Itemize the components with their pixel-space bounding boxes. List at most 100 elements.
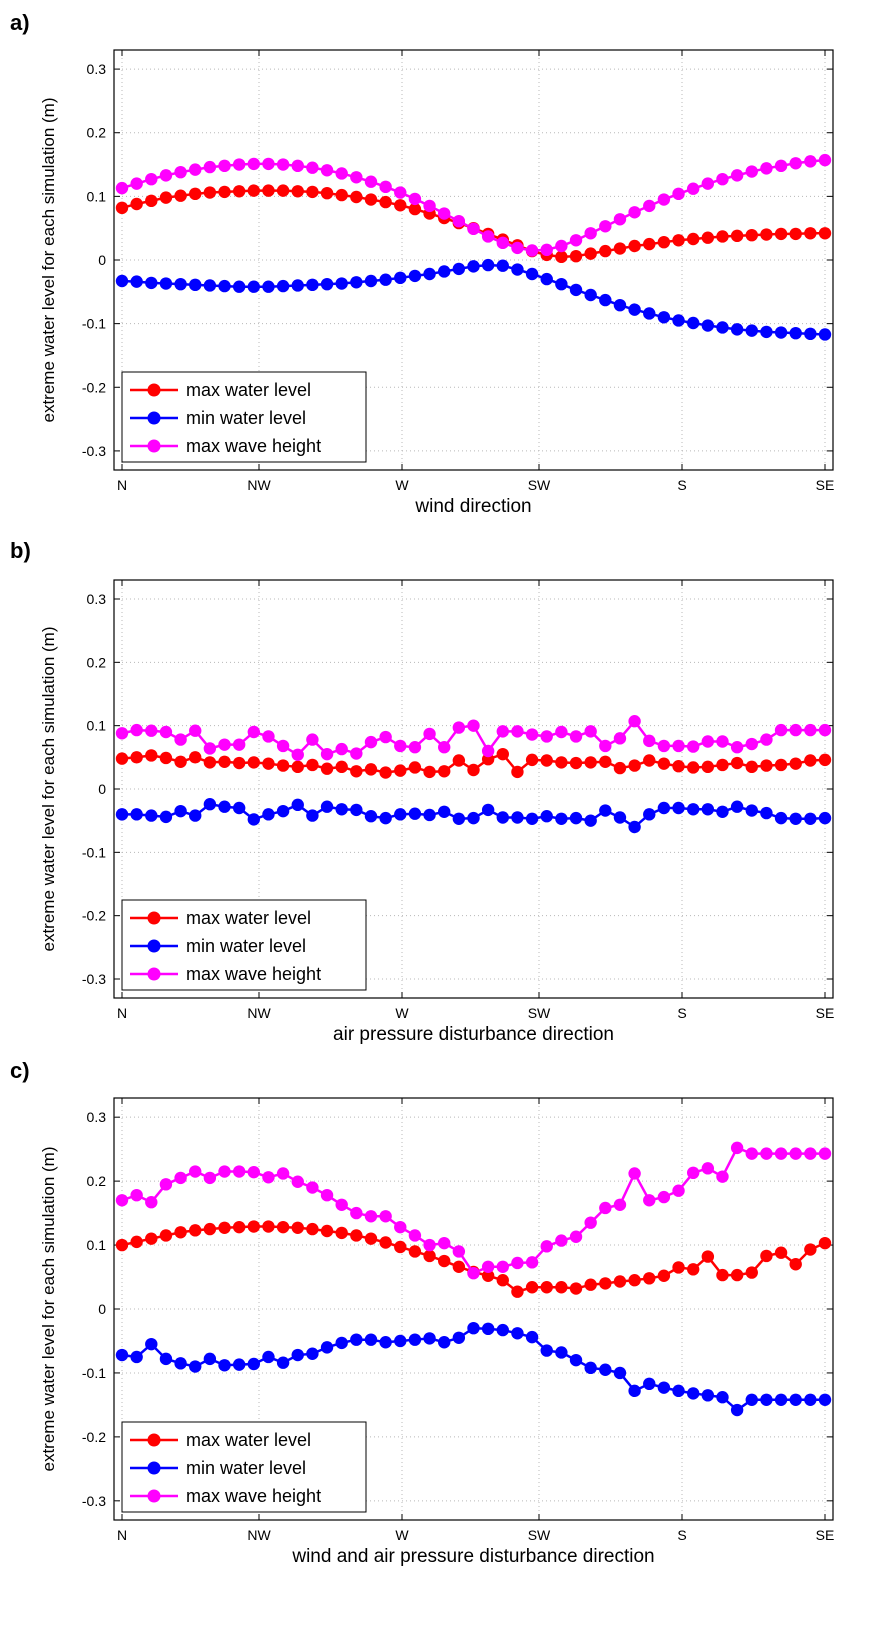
data-point bbox=[760, 1393, 773, 1406]
data-point bbox=[452, 754, 466, 767]
data-point bbox=[276, 158, 290, 171]
data-point bbox=[511, 1256, 524, 1270]
data-point bbox=[672, 1384, 685, 1398]
data-point bbox=[804, 754, 817, 767]
data-point bbox=[599, 804, 612, 817]
data-point bbox=[540, 1281, 553, 1294]
data-point bbox=[203, 1171, 217, 1185]
data-point bbox=[818, 811, 832, 825]
y-tick-label: 0 bbox=[98, 781, 106, 797]
data-point bbox=[247, 157, 261, 171]
data-point bbox=[672, 801, 685, 815]
data-point bbox=[540, 730, 553, 743]
data-point bbox=[306, 161, 319, 174]
data-point bbox=[115, 727, 129, 740]
data-point bbox=[569, 811, 583, 825]
data-point bbox=[760, 806, 773, 820]
data-point bbox=[291, 798, 304, 812]
data-point bbox=[789, 757, 802, 770]
x-tick-label: SW bbox=[528, 1005, 551, 1021]
data-point bbox=[189, 724, 202, 737]
x-tick-label: SW bbox=[528, 477, 551, 493]
data-point bbox=[628, 1274, 641, 1287]
data-point bbox=[247, 725, 261, 739]
data-point bbox=[174, 755, 187, 768]
data-point bbox=[452, 812, 466, 825]
data-point bbox=[364, 1210, 378, 1223]
data-point bbox=[174, 804, 187, 818]
data-point bbox=[115, 181, 129, 195]
data-point bbox=[115, 808, 129, 821]
data-point bbox=[145, 724, 158, 737]
data-point bbox=[438, 765, 451, 778]
x-axis-label: wind and air pressure disturbance direct… bbox=[291, 1546, 654, 1567]
data-point bbox=[686, 232, 700, 246]
data-point bbox=[628, 1167, 641, 1180]
data-point bbox=[599, 1363, 612, 1376]
data-point bbox=[613, 242, 627, 255]
data-point bbox=[716, 805, 729, 818]
chart-panel-2: b) -0.3 -0.2 -0.1 0 0.1 0.2 0.3 N NW W SW S SE air pre… bbox=[10, 538, 834, 1045]
data-point bbox=[130, 177, 143, 190]
data-point bbox=[364, 193, 378, 206]
data-point bbox=[203, 1352, 217, 1366]
data-point bbox=[804, 155, 817, 168]
data-point bbox=[364, 763, 378, 776]
data-point bbox=[394, 186, 407, 199]
data-point bbox=[467, 1266, 480, 1280]
data-point bbox=[203, 756, 217, 769]
data-point bbox=[511, 241, 524, 255]
data-point bbox=[276, 759, 290, 772]
data-point bbox=[818, 753, 832, 767]
data-point bbox=[262, 1350, 275, 1364]
data-point bbox=[525, 812, 539, 825]
data-point bbox=[525, 1256, 539, 1269]
data-point bbox=[218, 159, 231, 173]
data-point bbox=[730, 800, 744, 813]
data-point bbox=[335, 760, 348, 774]
legend-swatch-marker bbox=[147, 939, 161, 953]
data-point bbox=[496, 1274, 509, 1287]
data-point bbox=[232, 1358, 246, 1371]
data-point bbox=[379, 766, 392, 779]
data-point bbox=[423, 1249, 436, 1263]
data-point bbox=[716, 321, 729, 334]
data-point bbox=[760, 1249, 773, 1263]
legend-swatch-marker bbox=[147, 1433, 161, 1447]
data-point bbox=[657, 1190, 671, 1204]
data-point bbox=[540, 243, 553, 257]
data-point bbox=[643, 307, 656, 320]
data-point bbox=[232, 738, 246, 751]
data-point bbox=[423, 1238, 436, 1252]
data-point bbox=[628, 759, 641, 772]
x-tick-label: SE bbox=[816, 1527, 835, 1543]
data-point bbox=[628, 715, 641, 728]
data-point bbox=[145, 749, 158, 762]
data-point bbox=[174, 1357, 187, 1370]
data-point bbox=[452, 1245, 466, 1258]
y-tick-label: -0.1 bbox=[82, 844, 106, 860]
data-point bbox=[745, 228, 758, 242]
data-point bbox=[350, 276, 363, 289]
data-point bbox=[320, 800, 334, 813]
data-point bbox=[467, 811, 480, 825]
data-point bbox=[716, 1268, 729, 1282]
series-min-water-level bbox=[115, 798, 832, 834]
data-point bbox=[569, 249, 583, 263]
legend: max water level min water level max wave h… bbox=[121, 1421, 367, 1513]
data-point bbox=[496, 811, 509, 824]
data-point bbox=[408, 761, 422, 774]
data-point bbox=[174, 733, 187, 746]
data-point bbox=[262, 184, 275, 197]
data-point bbox=[174, 277, 187, 291]
data-point bbox=[789, 723, 802, 737]
data-point bbox=[584, 1216, 597, 1229]
data-point bbox=[686, 1166, 700, 1180]
data-point bbox=[555, 1281, 568, 1294]
data-point bbox=[745, 1266, 758, 1279]
data-point bbox=[555, 756, 568, 769]
data-point bbox=[745, 324, 758, 337]
data-point bbox=[276, 184, 290, 197]
legend-swatch-marker bbox=[147, 911, 161, 925]
legend-label: max water level bbox=[186, 380, 311, 400]
